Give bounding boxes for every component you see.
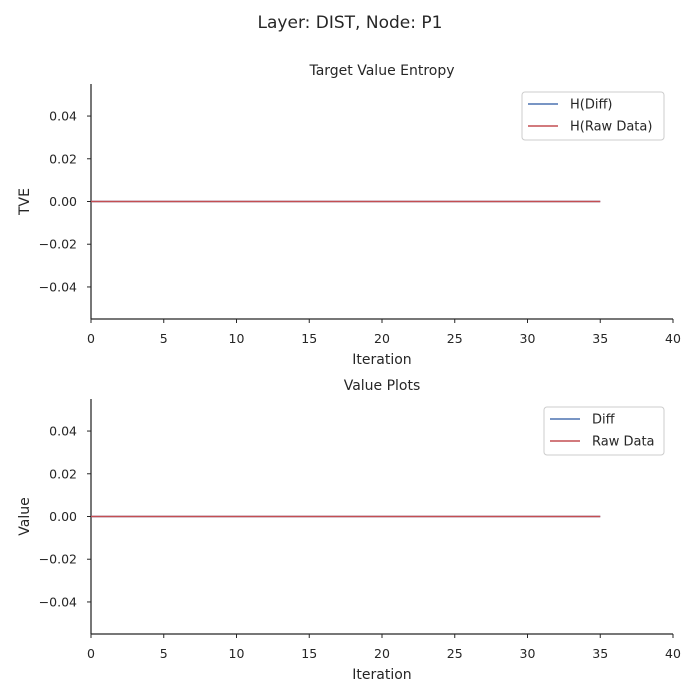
x-tick-label: 20 [374,331,390,346]
x-tick-label: 35 [592,331,608,346]
y-tick-label: −0.04 [39,279,77,294]
axes-target-value-entropy: Target Value Entropy 0 5 10 15 20 25 30 35 40 −0.0… [17,63,681,368]
y-tick-label: 0.00 [49,194,77,209]
y-tick-label: 0.02 [49,151,77,166]
legend-label: Diff [592,413,616,428]
x-tick-label: 25 [447,331,463,346]
x-tick-label: 5 [160,331,168,346]
x-tick-label: 30 [520,646,536,661]
x-tick-label: 0 [87,646,95,661]
y-tick-label: −0.02 [39,552,77,567]
x-axis-label: Iteration [352,352,411,368]
x-tick-label: 30 [520,331,536,346]
x-tick-label: 20 [374,646,390,661]
legend-label: H(Diff) [570,98,613,113]
legend-label: Raw Data [592,435,655,450]
y-tick-label: 0.00 [49,509,77,524]
x-tick-label: 5 [160,646,168,661]
legend-label: H(Raw Data) [570,120,652,135]
x-tick-label: 10 [229,646,245,661]
x-tick-label: 15 [301,646,317,661]
y-tick-label: −0.02 [39,237,77,252]
x-tick-label: 35 [592,646,608,661]
y-tick-label: 0.02 [49,466,77,481]
y-axis-label: TVE [17,188,33,216]
x-tick-label: 25 [447,646,463,661]
x-tick-label: 10 [229,331,245,346]
y-tick-label: 0.04 [49,109,77,124]
y-tick-label: −0.04 [39,594,77,609]
y-axis-label: Value [17,497,33,535]
x-tick-label: 40 [665,331,681,346]
axes-title: Value Plots [344,378,421,394]
axes-value-plots: Value Plots 0 5 10 15 20 25 30 35 40 −0.04 −0.02 0.0… [17,378,681,683]
x-tick-label: 15 [301,331,317,346]
figure-suptitle: Layer: DIST, Node: P1 [258,13,443,33]
x-tick-label: 0 [87,331,95,346]
axes-title: Target Value Entropy [308,63,454,79]
y-tick-label: 0.04 [49,424,77,439]
x-axis-label: Iteration [352,667,411,683]
x-tick-label: 40 [665,646,681,661]
